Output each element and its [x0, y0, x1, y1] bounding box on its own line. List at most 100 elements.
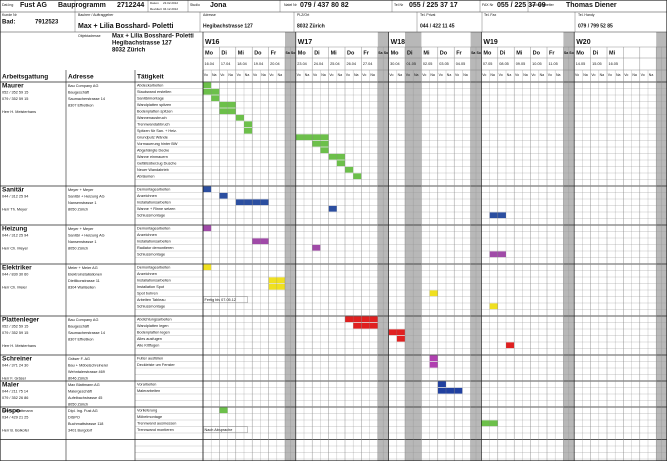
date-label: 24.04 — [314, 62, 324, 66]
header-field: Bauherr / Auftraggeber — [78, 13, 114, 17]
task-name: Wanne + Rinne setzen — [137, 207, 175, 211]
day-label: Sa — [286, 51, 290, 55]
date-label: 27.04 — [363, 62, 373, 66]
task-bar — [429, 290, 438, 297]
trade-address: Elektroinstallationen — [68, 272, 102, 276]
note-box — [203, 426, 248, 433]
day-label: Mi — [516, 50, 523, 56]
date-label: 03.05 — [439, 62, 449, 66]
task-name: Anzeichnen — [137, 272, 157, 276]
header-field: Thomas Diener — [566, 2, 617, 9]
half-day-label: Vo — [531, 73, 535, 77]
column-header: Adresse — [68, 74, 94, 81]
week-label: W19 — [483, 39, 498, 46]
object-address: Hegibachstrasse 127 — [112, 41, 172, 47]
trade-contact: Herr Ch. Meyer — [2, 246, 29, 250]
day-label: So — [569, 51, 573, 55]
header-field: Jona — [210, 2, 226, 9]
task-name: Anzeichnen — [137, 194, 157, 198]
trade-contact: Herr H. Meisterhans — [2, 110, 36, 114]
trade-address: DISPO — [68, 415, 80, 419]
half-day-label: Na — [583, 73, 588, 77]
task-name: Anzeichnen — [137, 233, 157, 237]
task-name: Bodenplatten spitzen — [137, 110, 172, 114]
trade-address: Malergeschäft — [68, 389, 93, 393]
header-field: 079 / 799 52 85 — [578, 23, 613, 29]
task-bar — [506, 342, 515, 349]
header-field: Datum — [150, 1, 159, 5]
trade-phone: 044 / 312 25 94 — [2, 233, 28, 237]
day-label: Mo — [576, 50, 585, 56]
trade-name: Schreiner — [2, 356, 32, 363]
task-bar — [203, 186, 212, 193]
trade-phone: 044 / 211 75 14 — [2, 389, 28, 393]
task-name: Vorarbeiten — [137, 383, 156, 387]
trade-address: Dietlikonstrasse 11 — [68, 279, 100, 283]
task-bar — [345, 166, 354, 173]
date-label: 11.05 — [549, 62, 558, 66]
trade-address: Meyer + Meyer — [68, 227, 94, 231]
task-name: Wandplatten spitzen — [137, 103, 171, 107]
trade-address: Wehntalerstrasse 469 — [68, 370, 105, 374]
task-bar — [203, 82, 212, 89]
header-field: Sachbearbeiter — [530, 3, 555, 7]
half-day-label: Vo — [220, 73, 224, 77]
trade-contact: Herr Th. Meyer — [2, 207, 28, 211]
half-day-label: Na — [523, 73, 528, 77]
day-label: Di — [314, 50, 320, 56]
date-label: 17.04 — [221, 62, 231, 66]
half-day-label: Vo — [548, 73, 552, 77]
day-label: Do — [440, 50, 448, 56]
week-label: W18 — [391, 39, 406, 46]
date-label: 15.05 — [592, 62, 602, 66]
task-name: Abdichtungsarbeiten — [137, 318, 172, 322]
task-name: Vorlieferung — [137, 409, 157, 413]
trade-phone: 052 / 352 59 15 — [2, 90, 28, 94]
trade-name: Dispo — [2, 408, 20, 415]
half-day-label: Na — [414, 73, 419, 77]
half-day-label: Vo — [269, 73, 273, 77]
date-label: 30.04 — [390, 62, 400, 66]
date-label: 01.05 — [407, 62, 417, 66]
header-field: Tel Nr — [394, 3, 404, 7]
header-field: 04.12.2012 — [163, 7, 178, 11]
header-field: Objektadresse — [78, 34, 101, 38]
trade-address: 8307 Effretikon — [68, 337, 93, 341]
task-name: Spot bohren — [137, 292, 158, 296]
header-field: Kunde Nr — [2, 13, 18, 17]
half-day-label: Vo — [346, 73, 350, 77]
half-day-label: Vo — [455, 73, 459, 77]
half-day-label: Na — [600, 73, 605, 77]
trade-address: 8050 Zürich — [68, 246, 88, 250]
day-label: Sa — [564, 51, 568, 55]
task-name: Schlussmontage — [137, 214, 165, 218]
trade-phone: 044 / 312 25 94 — [2, 194, 28, 198]
half-day-label: Vo — [362, 73, 366, 77]
week-label: W20 — [576, 39, 591, 46]
half-day-label: Na — [447, 73, 452, 77]
header-field: 7912523 — [35, 20, 59, 26]
day-label: So — [477, 51, 481, 55]
task-name: Abgehängte Decke — [137, 149, 169, 153]
header-field: Revidiert — [150, 7, 162, 11]
header-field: 2712244 — [117, 2, 144, 9]
trade-phone: 044 / 830 30 60 — [2, 272, 28, 276]
trade-phone: 079 / 352 59 15 — [2, 97, 28, 101]
header-field: 055 / 225 37 17 — [409, 2, 458, 9]
trade-phone: 044 / 371 24 30 — [2, 363, 28, 367]
day-label: Mo — [205, 50, 214, 56]
trade-contact: Herr H. Meisterhans — [2, 344, 36, 348]
half-day-label: Vo — [624, 73, 628, 77]
day-label: Fr — [271, 50, 277, 56]
date-label: 07.05 — [483, 62, 493, 66]
trade-address: 3401 Burgdorf — [68, 428, 93, 432]
date-label: 09.05 — [516, 62, 526, 66]
task-name: Wandplatten legen — [137, 324, 169, 328]
half-day-label: Na — [556, 73, 561, 77]
trade-name: Maler — [2, 382, 19, 389]
task-bar — [320, 147, 329, 154]
column-header: Tätigkeit — [137, 74, 165, 81]
task-name: Arbeiten Tableau — [137, 298, 165, 302]
task-name: Grundputz Wände — [137, 136, 168, 140]
header-field: Bauprogramm — [58, 2, 106, 9]
